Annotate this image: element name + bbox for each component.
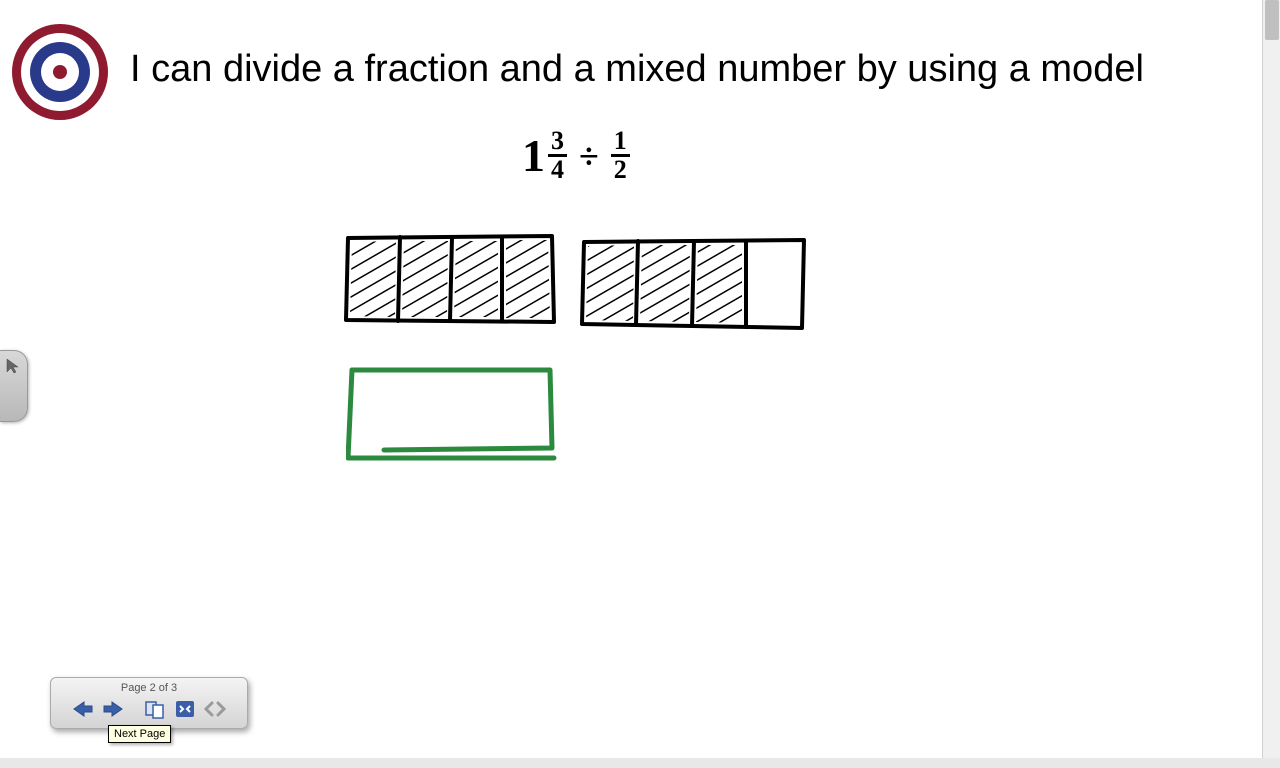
nav-button-row	[59, 696, 239, 722]
dual-page-icon	[204, 700, 226, 718]
whiteboard-canvas[interactable]: I can divide a fraction and a mixed numb…	[0, 0, 1262, 758]
cursor-icon	[4, 357, 22, 375]
fullscreen-button[interactable]	[171, 696, 199, 722]
green-group-box	[346, 366, 558, 462]
bottom-border	[0, 758, 1280, 768]
mixed-whole: 1	[522, 129, 545, 182]
mixed-number: 1 3 4	[522, 128, 567, 183]
page-sorter-button[interactable]	[141, 696, 169, 722]
fraction-bar-2	[580, 236, 808, 332]
arrow-right-icon	[102, 700, 124, 718]
target-bullseye-icon	[10, 22, 110, 122]
arrow-left-icon	[72, 700, 94, 718]
mixed-denominator: 4	[548, 157, 567, 183]
fraction-bar-1	[342, 232, 558, 328]
prev-page-button[interactable]	[69, 696, 97, 722]
mixed-fraction: 3 4	[548, 128, 567, 183]
page-sorter-icon	[144, 699, 166, 719]
lesson-objective-text: I can divide a fraction and a mixed numb…	[130, 48, 1144, 91]
vertical-scrollbar[interactable]	[1262, 0, 1280, 758]
page-nav-toolbar: Page 2 of 3	[50, 677, 248, 729]
tooltip: Next Page	[108, 725, 171, 743]
divisor-denominator: 2	[611, 157, 630, 183]
mixed-numerator: 3	[548, 128, 567, 157]
page-indicator: Page 2 of 3	[59, 682, 239, 694]
next-page-button[interactable]	[99, 696, 127, 722]
equation-expression: 1 3 4 ÷ 1 2	[522, 128, 630, 183]
scrollbar-thumb[interactable]	[1265, 0, 1279, 40]
division-sign: ÷	[579, 135, 599, 177]
dual-page-button[interactable]	[201, 696, 229, 722]
fullscreen-icon	[174, 699, 196, 719]
divisor-numerator: 1	[611, 128, 630, 157]
divisor-fraction: 1 2	[611, 128, 630, 183]
side-panel-tab[interactable]	[0, 350, 28, 422]
